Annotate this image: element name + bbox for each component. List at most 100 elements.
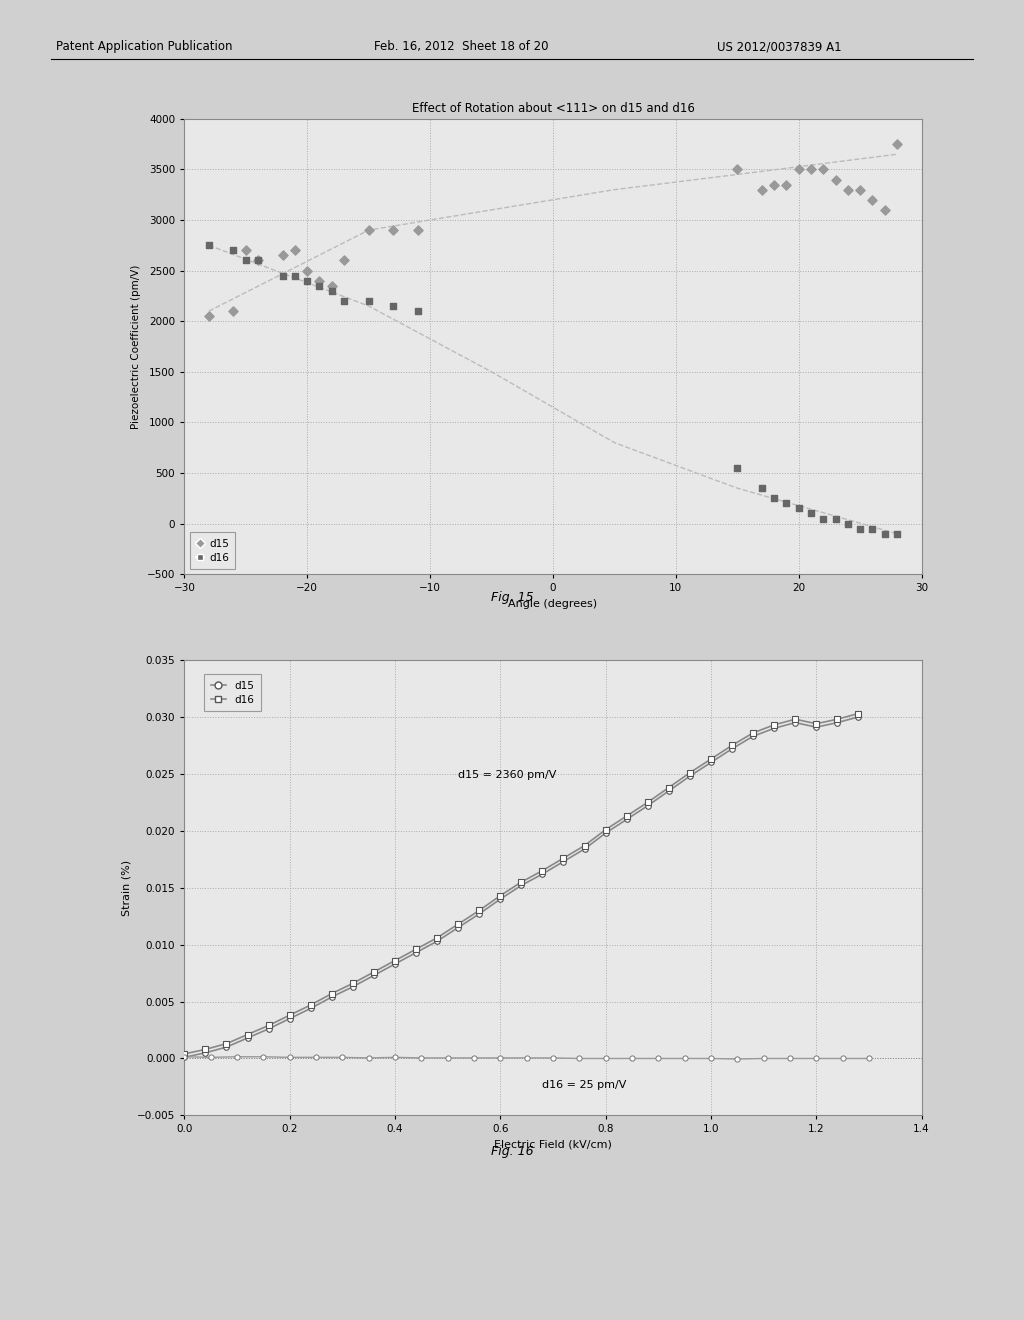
Text: d16 = 25 pm/V: d16 = 25 pm/V: [543, 1080, 627, 1090]
d15: [791, 158, 807, 180]
Text: Fig. 15: Fig. 15: [490, 590, 534, 603]
d16: [840, 513, 856, 535]
d15: [778, 174, 795, 195]
Y-axis label: Piezoelectric Coefficient (pm/V): Piezoelectric Coefficient (pm/V): [131, 264, 141, 429]
d15: [766, 174, 782, 195]
Y-axis label: Strain (%): Strain (%): [122, 859, 131, 916]
d15: [324, 276, 340, 297]
Point: [176, 1047, 193, 1068]
Point: [702, 748, 719, 770]
Point: [324, 986, 340, 1007]
Point: [861, 1048, 878, 1069]
Point: [835, 1048, 851, 1069]
Point: [650, 1048, 667, 1069]
Point: [808, 717, 824, 738]
Point: [471, 900, 487, 921]
Point: [571, 1048, 588, 1069]
Point: [597, 820, 613, 841]
Point: [218, 1036, 234, 1057]
d16: [778, 492, 795, 513]
Point: [724, 735, 740, 756]
Point: [218, 1034, 234, 1055]
Point: [471, 903, 487, 924]
Point: [724, 738, 740, 759]
d15: [287, 240, 303, 261]
Point: [702, 752, 719, 774]
Point: [518, 1047, 535, 1068]
Point: [624, 1048, 640, 1069]
Legend: d15, d16: d15, d16: [189, 532, 236, 569]
Point: [408, 942, 424, 964]
Point: [450, 913, 466, 935]
d16: [201, 235, 217, 256]
d16: [791, 498, 807, 519]
Point: [682, 766, 698, 787]
Point: [493, 1047, 509, 1068]
Point: [766, 714, 782, 735]
Point: [324, 983, 340, 1005]
d16: [324, 280, 340, 301]
Point: [618, 809, 635, 830]
d15: [238, 240, 254, 261]
Point: [545, 1047, 561, 1068]
d15: [250, 249, 266, 271]
d16: [803, 503, 819, 524]
d15: [877, 199, 893, 220]
Point: [450, 917, 466, 939]
Point: [308, 1047, 325, 1068]
Point: [850, 704, 866, 725]
d15: [311, 271, 328, 292]
d16: [815, 508, 831, 529]
d16: [238, 249, 254, 271]
Point: [360, 1047, 377, 1068]
Point: [387, 953, 403, 974]
Point: [787, 709, 804, 730]
Point: [597, 822, 613, 843]
Point: [660, 777, 677, 799]
Point: [228, 1047, 245, 1068]
d16: [311, 276, 328, 297]
d15: [864, 189, 881, 210]
d15: [815, 158, 831, 180]
Point: [744, 722, 761, 743]
d15: [729, 158, 745, 180]
d15: [274, 246, 291, 267]
Point: [677, 1048, 693, 1069]
Point: [729, 1048, 745, 1069]
d15: [410, 219, 426, 240]
Point: [781, 1048, 798, 1069]
Point: [787, 711, 804, 733]
Point: [829, 711, 846, 733]
Point: [203, 1047, 219, 1068]
Point: [302, 994, 318, 1015]
d15: [754, 180, 770, 201]
d16: [827, 508, 844, 529]
Point: [429, 927, 445, 948]
d15: [201, 306, 217, 327]
d15: [225, 301, 242, 322]
Point: [640, 795, 656, 816]
Point: [513, 875, 529, 896]
d15: [336, 249, 352, 271]
Point: [198, 1039, 214, 1060]
Point: [240, 1024, 256, 1045]
d16: [385, 296, 401, 317]
Point: [387, 950, 403, 972]
Point: [756, 1048, 772, 1069]
d15: [827, 169, 844, 190]
d16: [360, 290, 377, 312]
d16: [864, 517, 881, 539]
d16: [336, 290, 352, 312]
Point: [744, 726, 761, 747]
d16: [410, 301, 426, 322]
Point: [282, 1047, 298, 1068]
d16: [852, 517, 868, 539]
Point: [408, 939, 424, 960]
Point: [366, 965, 382, 986]
Point: [808, 713, 824, 734]
Text: US 2012/0037839 A1: US 2012/0037839 A1: [717, 40, 842, 53]
Title: Effect of Rotation about <111> on d15 and d16: Effect of Rotation about <111> on d15 an…: [412, 102, 694, 115]
d16: [729, 458, 745, 479]
Text: d15 = 2360 pm/V: d15 = 2360 pm/V: [458, 770, 556, 780]
X-axis label: Electric Field (kV/cm): Electric Field (kV/cm): [494, 1140, 612, 1150]
